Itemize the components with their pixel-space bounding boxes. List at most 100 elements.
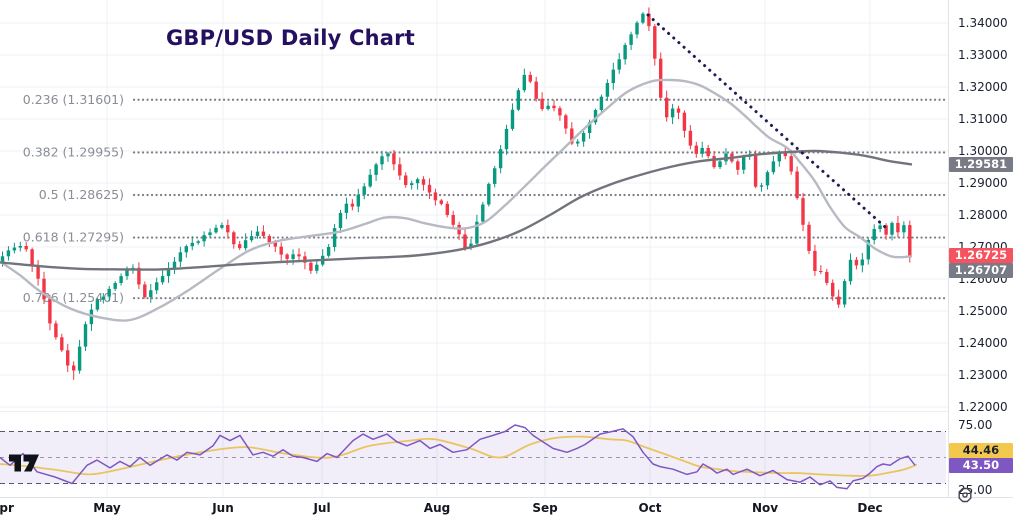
candle-body [155, 282, 159, 291]
candle-body [451, 215, 455, 225]
candle-body [309, 262, 313, 271]
candle-body [368, 174, 372, 187]
candle-body [338, 212, 343, 228]
candle-body [273, 242, 277, 247]
candle-body [0, 256, 5, 263]
candle-body [706, 148, 710, 157]
candle-body [261, 231, 266, 236]
price-pane[interactable]: 0.236 (1.31601) 0.382 (1.29955) 0.5 (1.286… [0, 0, 948, 412]
candle-body [753, 154, 758, 187]
candle-body [362, 186, 366, 195]
price-tick-1.24000: 1.24000 [958, 336, 1008, 350]
settings-icon[interactable] [955, 485, 975, 505]
rsi-pane[interactable] [0, 412, 948, 497]
time-axis[interactable]: Apr May Jun Jul Aug Sep Oct Nov Dec [0, 497, 1013, 517]
candle-body [647, 13, 651, 27]
candle-body [777, 152, 781, 162]
candle-body [558, 108, 562, 116]
candle-body [297, 254, 301, 257]
candle-body [166, 268, 171, 277]
candle-body [243, 240, 248, 249]
candle-body [576, 141, 580, 144]
ma-fast-line[interactable] [0, 78, 913, 322]
candle-body [392, 153, 396, 165]
candle-body [848, 259, 853, 282]
candle-body [350, 203, 355, 207]
candle-body [226, 225, 230, 233]
candle-body [878, 225, 882, 229]
candle-body [789, 156, 793, 172]
price-tick-1.23000: 1.23000 [958, 368, 1008, 382]
fib-level-label-0.382: 0.382 (1.29955) [23, 144, 124, 159]
candle-body [564, 115, 568, 129]
candle-body [831, 282, 835, 297]
candle-body [332, 228, 337, 247]
candle-body [623, 45, 627, 60]
candle-body [344, 203, 349, 213]
candle-body [807, 224, 811, 251]
candle-body [172, 261, 177, 269]
candle-body [374, 164, 378, 175]
candle-body [433, 192, 438, 201]
ma-fast-price-badge: 1.26707 [949, 262, 1013, 278]
candle-body [665, 97, 669, 118]
trendline[interactable] [646, 13, 888, 230]
candle-body [540, 98, 544, 109]
candle-body [279, 246, 283, 255]
month-label-apr: Apr [0, 501, 14, 515]
candle-body [404, 175, 408, 185]
candle-body [113, 283, 117, 289]
candle-body [285, 254, 289, 259]
candle-body [30, 249, 34, 266]
candle-body [6, 250, 11, 257]
candle-body [160, 276, 165, 283]
ma-slow-line[interactable] [0, 149, 913, 271]
candle-body [611, 69, 615, 84]
candle-body [196, 241, 200, 243]
candle-body [463, 234, 467, 248]
pane-divider[interactable] [0, 411, 948, 412]
price-tick-1.33000: 1.33000 [958, 48, 1008, 62]
candle-body [534, 81, 538, 99]
month-label-nov: Nov [751, 501, 779, 515]
candle-body [783, 152, 787, 157]
candle-body [445, 203, 449, 215]
candle-body [48, 299, 52, 324]
candle-body [688, 130, 693, 146]
candle-body [908, 225, 912, 256]
candle-body [291, 254, 295, 259]
candle-body [190, 242, 194, 247]
candle-body [184, 246, 188, 253]
candle-body [718, 161, 722, 168]
candle-body [641, 13, 645, 23]
candle-body [427, 184, 432, 193]
candle-body [421, 179, 426, 185]
tradingview-logo-icon[interactable] [8, 452, 40, 474]
candle-body [398, 164, 402, 176]
rsi-badge: 43.50 [949, 458, 1013, 474]
price-tick-1.25000: 1.25000 [958, 304, 1008, 318]
candle-body [255, 231, 260, 236]
rsi-ma-line[interactable] [0, 435, 918, 477]
candle-body [487, 183, 491, 205]
candle-body [504, 128, 509, 150]
price-tick-1.28000: 1.28000 [958, 208, 1008, 222]
candle-body [72, 365, 76, 371]
price-tick-1.32000: 1.32000 [958, 80, 1008, 94]
rsi-line[interactable] [0, 424, 916, 490]
candle-body [546, 105, 550, 109]
candle-body [498, 149, 503, 169]
candle-body [249, 236, 254, 241]
candle-body [178, 252, 183, 262]
candle-body [214, 227, 218, 233]
candle-body [635, 22, 639, 35]
candle-body [836, 296, 841, 305]
candle-body [481, 204, 485, 222]
candle-body [83, 324, 88, 347]
candle-body [315, 264, 319, 271]
candle-body [884, 225, 888, 235]
candle-body [581, 133, 586, 142]
candle-body [386, 153, 390, 157]
candle-body [125, 269, 129, 277]
candle-body [66, 350, 70, 366]
